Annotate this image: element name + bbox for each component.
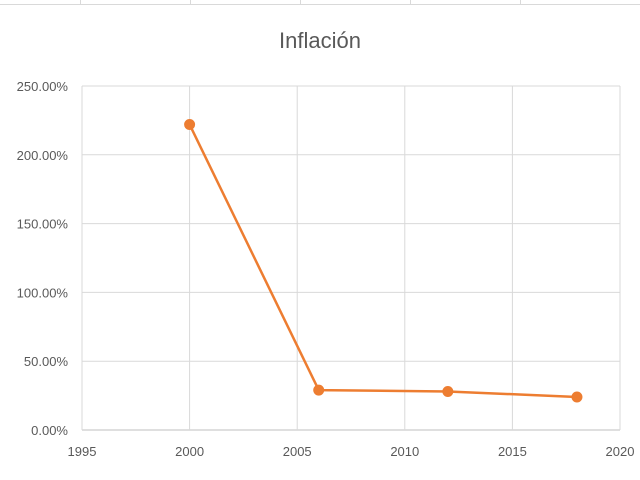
y-tick-label: 0.00% xyxy=(31,423,68,438)
x-tick-label: 2000 xyxy=(175,444,204,459)
x-tick-label: 2015 xyxy=(498,444,527,459)
data-point xyxy=(571,391,583,403)
x-tick-label: 2005 xyxy=(283,444,312,459)
spreadsheet-column-divider xyxy=(80,0,81,5)
data-point xyxy=(313,384,325,396)
data-point xyxy=(184,119,196,131)
y-tick-label: 100.00% xyxy=(17,285,69,300)
data-point xyxy=(442,385,454,397)
x-tick-label: 2020 xyxy=(606,444,635,459)
y-tick-label: 200.00% xyxy=(17,148,69,163)
x-tick-label: 1995 xyxy=(68,444,97,459)
spreadsheet-column-divider xyxy=(520,0,521,5)
x-tick-label: 2010 xyxy=(390,444,419,459)
spreadsheet-column-divider xyxy=(190,0,191,5)
spreadsheet-column-divider xyxy=(410,0,411,5)
spreadsheet-column-divider xyxy=(300,0,301,5)
chart-title: Inflación xyxy=(279,28,361,53)
y-tick-label: 150.00% xyxy=(17,217,69,232)
series-line xyxy=(188,123,578,399)
y-tick-label: 250.00% xyxy=(17,79,69,94)
spreadsheet-gridline xyxy=(0,4,640,5)
y-tick-label: 50.00% xyxy=(24,354,69,369)
